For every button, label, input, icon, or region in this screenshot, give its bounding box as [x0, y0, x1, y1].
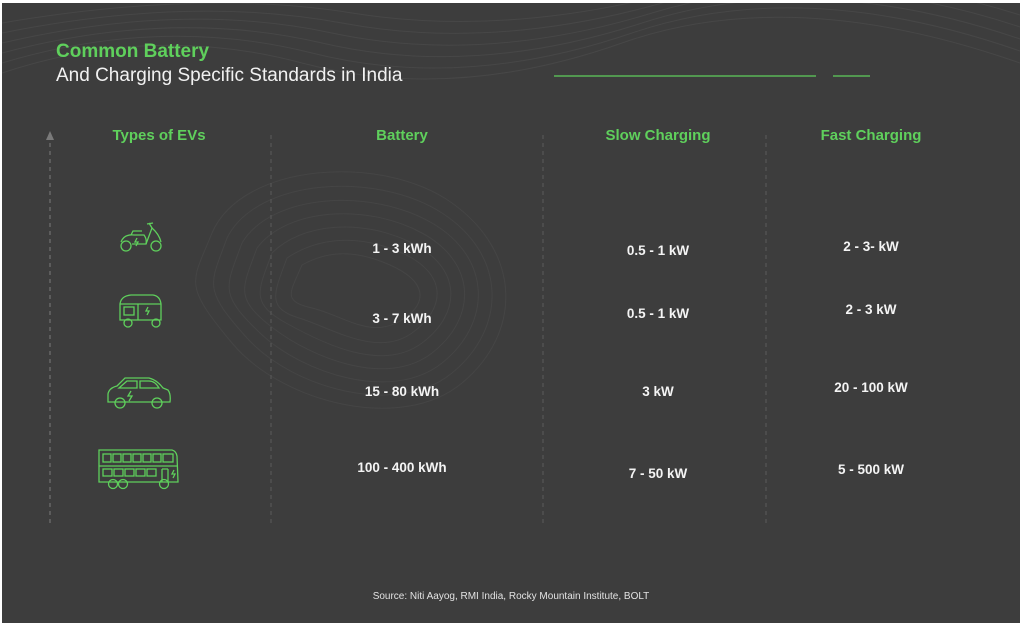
battery-value: 15 - 80 kWh — [364, 384, 440, 399]
topographic-pattern-center — [195, 171, 507, 409]
slow-charging-value: 0.5 - 1 kW — [626, 306, 690, 321]
infographic-canvas: Common Battery And Charging Specific Sta… — [2, 3, 1020, 623]
slow-charging-value: 7 - 50 kW — [628, 466, 688, 481]
column-header-ev-types: Types of EVs — [112, 127, 206, 144]
car-icon — [107, 377, 171, 409]
scooter-icon — [120, 222, 162, 252]
fast-charging-value: 20 - 100 kW — [834, 380, 908, 395]
battery-value: 100 - 400 kWh — [357, 460, 447, 475]
fast-charging-value: 2 - 3- kW — [843, 239, 899, 254]
battery-value: 3 - 7 kWh — [372, 311, 432, 326]
slow-charging-value: 3 kW — [642, 384, 674, 399]
background-decoration — [2, 3, 1020, 523]
battery-value: 1 - 3 kWh — [372, 241, 432, 256]
page-subtitle: And Charging Specific Standards in India — [56, 65, 403, 86]
source-note: Source: Niti Aayog, RMI India, Rocky Mou… — [372, 591, 650, 602]
column-header-slow-charging: Slow Charging — [605, 127, 711, 144]
column-header-battery: Battery — [376, 127, 428, 144]
topographic-pattern-top — [2, 3, 1020, 80]
auto-rickshaw-icon — [119, 294, 162, 328]
slow-charging-value: 0.5 - 1 kW — [626, 243, 690, 258]
fast-charging-value: 2 - 3 kW — [845, 302, 897, 317]
double-decker-bus-icon — [98, 449, 179, 490]
fast-charging-value: 5 - 500 kW — [837, 462, 905, 477]
page-title: Common Battery — [56, 41, 210, 62]
column-header-fast-charging: Fast Charging — [820, 127, 922, 144]
